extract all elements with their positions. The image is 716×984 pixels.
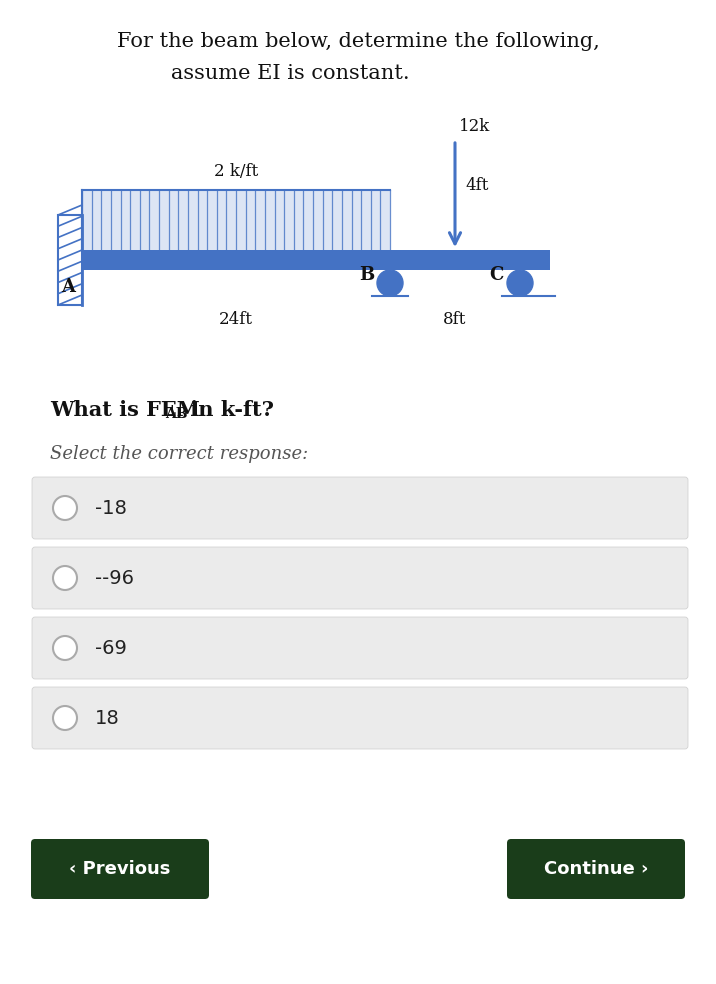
Text: assume EI is constant.: assume EI is constant. xyxy=(170,64,410,83)
Text: -18: -18 xyxy=(95,499,127,518)
Circle shape xyxy=(53,566,77,590)
Circle shape xyxy=(53,496,77,520)
Circle shape xyxy=(53,636,77,660)
Circle shape xyxy=(377,270,403,296)
Text: Continue ›: Continue › xyxy=(543,860,648,878)
Text: AB: AB xyxy=(165,407,188,421)
Text: in k-ft?: in k-ft? xyxy=(183,400,274,420)
Text: --96: --96 xyxy=(95,569,134,587)
Text: 4ft: 4ft xyxy=(465,176,488,194)
FancyBboxPatch shape xyxy=(31,839,209,899)
Text: 18: 18 xyxy=(95,708,120,727)
Text: 2 k/ft: 2 k/ft xyxy=(214,163,258,180)
Bar xyxy=(82,190,390,250)
Bar xyxy=(58,215,82,305)
Circle shape xyxy=(53,706,77,730)
Circle shape xyxy=(507,270,533,296)
FancyBboxPatch shape xyxy=(507,839,685,899)
FancyBboxPatch shape xyxy=(32,477,688,539)
Text: What is FEM: What is FEM xyxy=(50,400,200,420)
Text: 8ft: 8ft xyxy=(443,312,467,329)
Text: 24ft: 24ft xyxy=(219,312,253,329)
Text: ‹ Previous: ‹ Previous xyxy=(69,860,170,878)
Text: C: C xyxy=(490,266,504,284)
Text: Select the correct response:: Select the correct response: xyxy=(50,445,309,463)
Text: B: B xyxy=(359,266,374,284)
Text: For the beam below, determine the following,: For the beam below, determine the follow… xyxy=(117,32,599,51)
FancyBboxPatch shape xyxy=(32,547,688,609)
Text: -69: -69 xyxy=(95,639,127,657)
Text: A: A xyxy=(61,278,75,296)
FancyBboxPatch shape xyxy=(32,617,688,679)
Text: 12k: 12k xyxy=(459,118,490,135)
Bar xyxy=(82,250,550,270)
FancyBboxPatch shape xyxy=(32,687,688,749)
